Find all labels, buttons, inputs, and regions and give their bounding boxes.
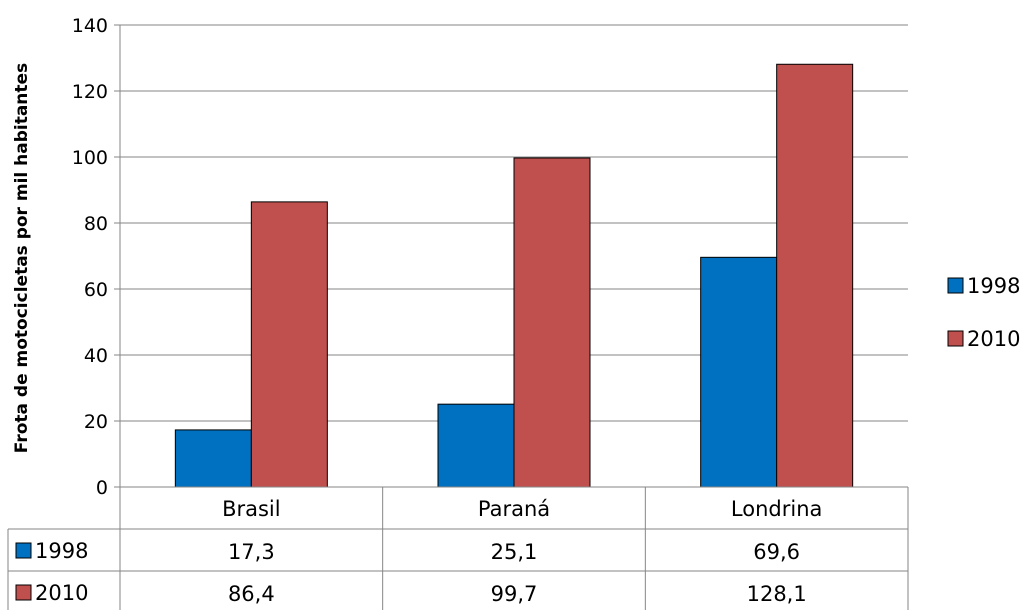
y-tick-label: 0	[96, 477, 108, 499]
data-table: Brasil Paraná Londrina 1998 17,3 25,1 69,6 2010…	[7, 486, 909, 610]
table-cell-value: 99,7	[491, 582, 538, 606]
legend-label: 2010	[967, 327, 1020, 351]
table-row-label: 2010	[35, 581, 88, 605]
category-label: Brasil	[222, 497, 281, 521]
table-cell-value: 128,1	[747, 582, 807, 606]
table-cell-value: 17,3	[228, 540, 275, 564]
y-axis-title: Frota de motocicletas por mil habitantes	[12, 63, 32, 453]
legend: 1998 2010	[947, 274, 1020, 351]
y-tick-label: 40	[84, 345, 108, 367]
category-label: Paraná	[478, 497, 550, 521]
table-cell-value: 25,1	[491, 540, 538, 564]
y-tick-label: 20	[84, 411, 108, 433]
table-legend-key	[15, 584, 32, 601]
table-legend-key	[15, 542, 32, 559]
bar-1998-londrina	[700, 256, 778, 488]
legend-label: 1998	[967, 274, 1020, 298]
table-cell-value: 86,4	[228, 582, 275, 606]
legend-key	[947, 330, 964, 347]
legend-key	[947, 277, 964, 294]
bar-1998-paraná	[437, 403, 515, 488]
y-tick-label: 80	[84, 213, 108, 235]
y-tick-label: 60	[84, 279, 108, 301]
y-tick-label: 100	[72, 147, 108, 169]
table-row-label: 1998	[35, 539, 88, 563]
category-label: Londrina	[731, 497, 822, 521]
bar-2010-londrina	[776, 63, 854, 488]
axes: 0 20 40 60 80 100 120 140	[72, 15, 121, 499]
table-cell-value: 69,6	[753, 540, 800, 564]
y-tick-label: 140	[72, 15, 108, 37]
bars	[174, 63, 854, 488]
y-tick-label: 120	[72, 81, 108, 103]
bar-2010-paraná	[513, 157, 591, 488]
bar-2010-brasil	[250, 201, 328, 488]
bar-1998-brasil	[174, 429, 252, 488]
